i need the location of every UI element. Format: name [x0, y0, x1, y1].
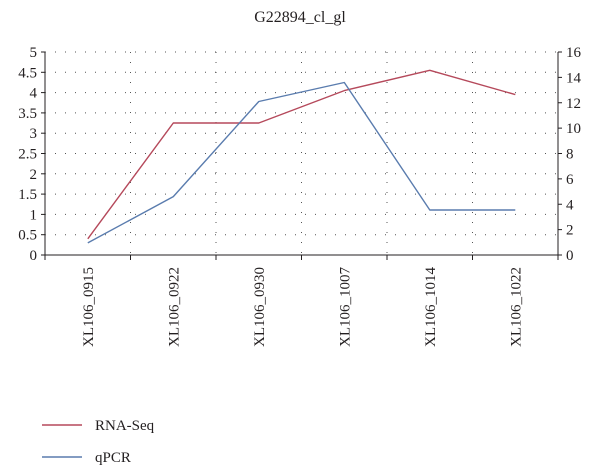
x-tick-label: XL106_1022: [508, 267, 524, 347]
right-tick-label: 16: [566, 45, 582, 61]
left-tick-label: 0: [30, 248, 38, 264]
x-tick-label: XL106_0915: [81, 267, 97, 347]
right-tick-label: 4: [566, 197, 574, 213]
x-tick-label: XL106_1014: [423, 267, 439, 347]
left-tick-label: 4.5: [18, 65, 37, 81]
right-tick-label: 12: [566, 96, 581, 112]
right-axis-ticks: 0 2 4 6 8 10 12 14 16: [558, 45, 582, 264]
series-line-qpcr: [87, 81, 516, 244]
right-tick-label: 0: [566, 248, 574, 264]
chart-title: G22894_cl_gl: [254, 9, 346, 26]
right-tick-label: 8: [566, 147, 574, 163]
x-axis-ticks: XL106_0915 XL106_0922 XL106_0930 XL106_1007…: [44, 255, 559, 347]
left-tick-label: 4: [30, 86, 38, 102]
left-tick-label: 3: [30, 126, 38, 142]
right-tick-label: 2: [566, 223, 574, 239]
left-tick-label: 2: [30, 167, 38, 183]
legend: RNA-Seq qPCR: [42, 418, 155, 466]
left-tick-label: 2.5: [18, 147, 37, 163]
x-tick-label: XL106_0930: [252, 267, 268, 347]
left-tick-label: 0.5: [18, 228, 37, 244]
left-axis-ticks: 0 0.5 1 1.5 2 2.5 3 3.5 4 4.5 5: [18, 45, 45, 264]
x-tick-label: XL106_1007: [337, 267, 353, 347]
series-line-rna-seq: [87, 69, 516, 240]
right-tick-label: 6: [566, 172, 574, 188]
left-tick-label: 3.5: [18, 106, 37, 122]
right-tick-label: 10: [566, 121, 581, 137]
series-lines: [87, 69, 516, 244]
left-tick-label: 1.5: [18, 187, 37, 203]
legend-label: RNA-Seq: [95, 418, 155, 434]
left-tick-label: 1: [30, 207, 38, 223]
x-tick-label: XL106_0922: [166, 267, 182, 347]
right-tick-label: 14: [566, 70, 582, 86]
legend-label: qPCR: [95, 450, 131, 466]
left-tick-label: 5: [30, 45, 38, 61]
